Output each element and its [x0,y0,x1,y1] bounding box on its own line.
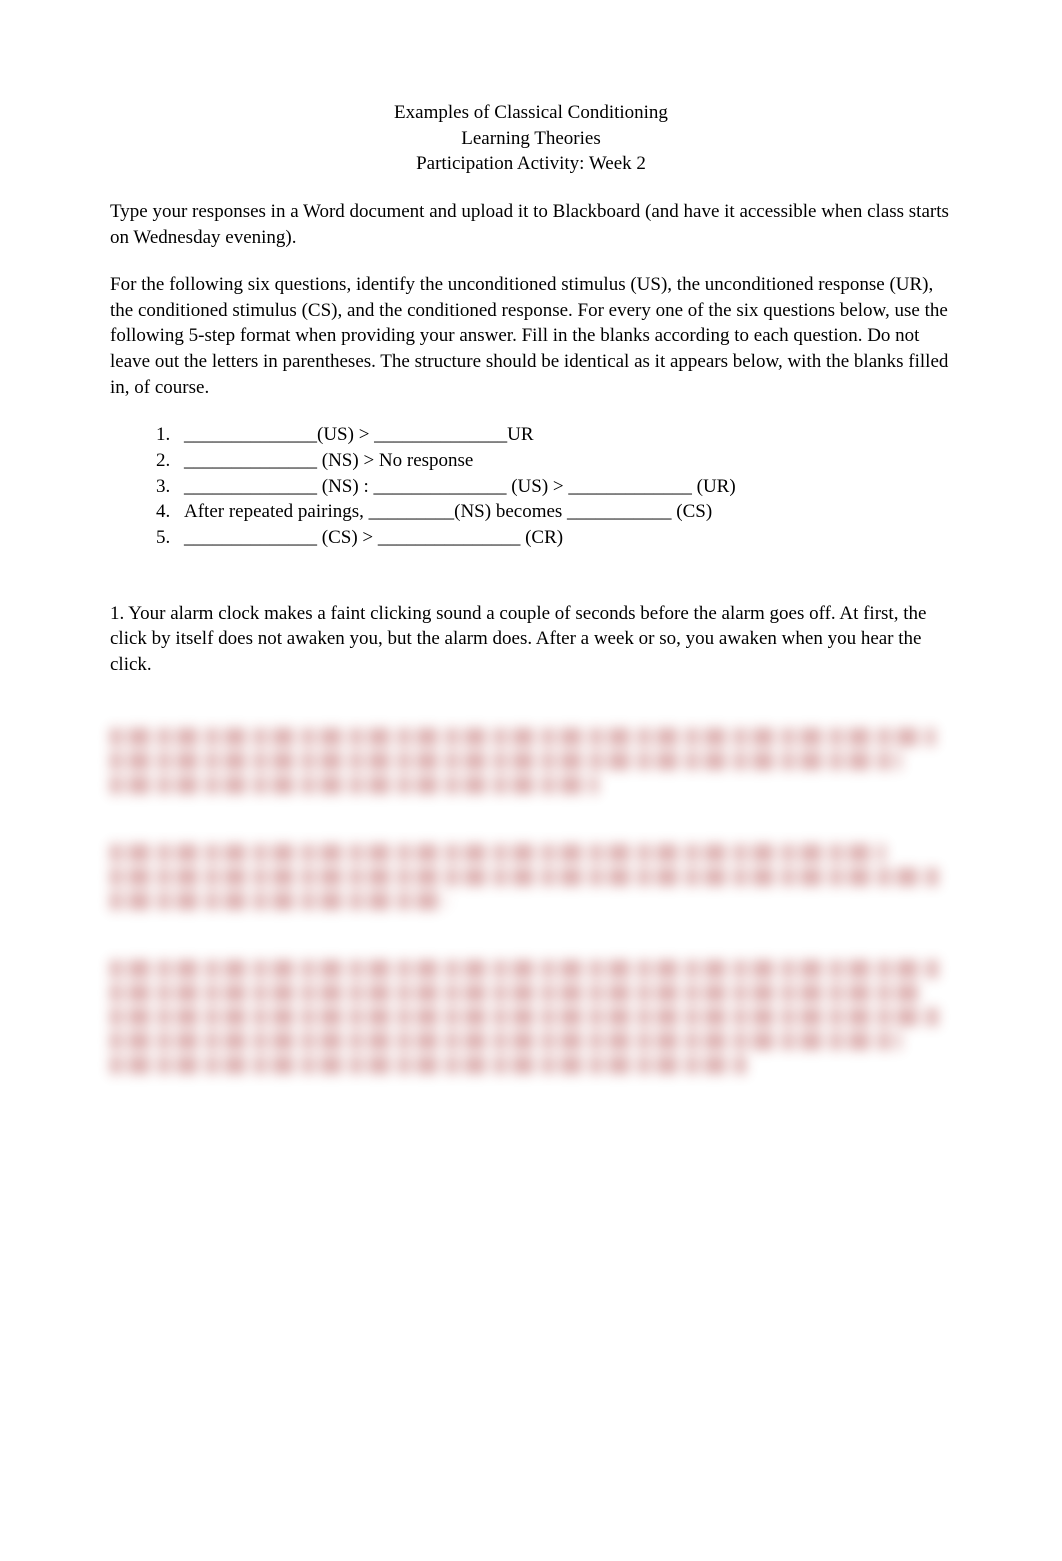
title-line-3: Participation Activity: Week 2 [110,151,952,177]
format-text-2: ______________ (NS) > No response [184,450,473,471]
format-item-4: 4.After repeated pairings, _________(NS)… [156,499,952,525]
format-text-5: ______________ (CS) > _______________ (C… [184,527,563,548]
blurred-question-4 [110,960,952,1074]
title-line-1: Examples of Classical Conditioning [110,100,952,126]
format-text-1: ______________(US) > ______________UR [184,424,534,445]
format-text-4: After repeated pairings, _________(NS) b… [184,501,712,522]
intro-paragraph: Type your responses in a Word document a… [110,199,952,250]
blurred-question-2 [110,728,952,794]
document-title: Examples of Classical Conditioning Learn… [110,100,952,177]
format-item-5: 5.______________ (CS) > _______________ … [156,525,952,551]
format-item-3: 3.______________ (NS) : ______________ (… [156,474,952,500]
format-item-1: 1.______________(US) > ______________UR [156,422,952,448]
blurred-question-3 [110,844,952,910]
format-item-2: 2.______________ (NS) > No response [156,448,952,474]
instructions-paragraph: For the following six questions, identif… [110,272,952,400]
format-list: 1.______________(US) > ______________UR … [110,422,952,550]
question-1: 1. Your alarm clock makes a faint clicki… [110,601,952,678]
format-text-3: ______________ (NS) : ______________ (US… [184,476,736,497]
title-line-2: Learning Theories [110,126,952,152]
